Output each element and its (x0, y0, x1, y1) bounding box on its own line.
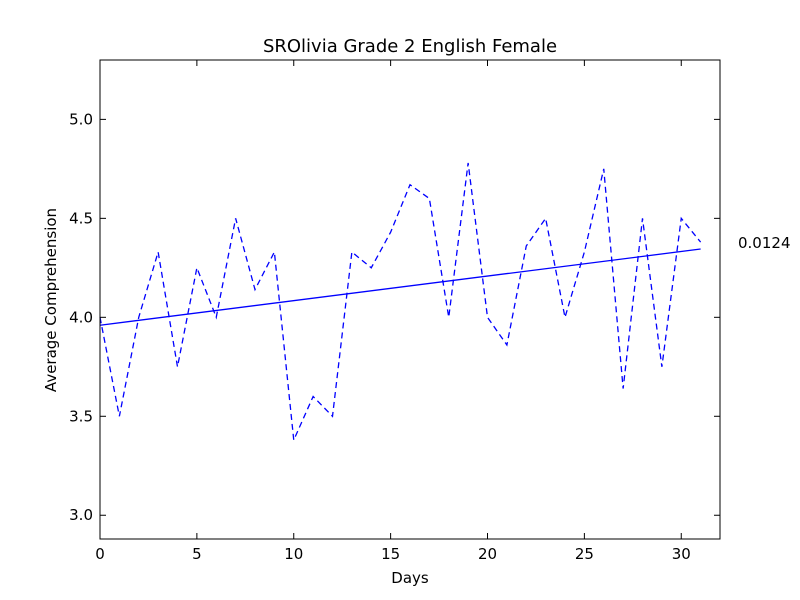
x-tick-label: 5 (192, 545, 202, 563)
x-tick-label: 15 (381, 545, 400, 563)
plot-frame (99, 59, 721, 540)
x-tick-label: 10 (284, 545, 303, 563)
y-tick-label: 5.0 (69, 110, 93, 128)
chart-title: SROlivia Grade 2 English Female (263, 36, 557, 57)
series-line (99, 162, 702, 443)
y-tick-label: 4.0 (69, 308, 93, 326)
x-tick-label: 25 (575, 545, 594, 563)
x-tick-label: 30 (672, 545, 691, 563)
x-axis-label: Days (391, 569, 429, 587)
slope-annotation: 0.0124 (738, 234, 791, 252)
x-tick-label: 20 (478, 545, 497, 563)
y-tick-label: 3.0 (69, 506, 93, 524)
trend-line (99, 248, 701, 326)
tick-layer: 0 5 10 15 20 25 30 3.0 3.5 4.0 4.5 5.0 (69, 60, 720, 563)
plot-layer (99, 162, 702, 443)
y-axis-label: Average Comprehension (42, 208, 60, 392)
y-tick-label: 3.5 (69, 407, 93, 425)
y-tick-label: 4.5 (69, 209, 93, 227)
x-tick-label: 0 (95, 545, 105, 563)
